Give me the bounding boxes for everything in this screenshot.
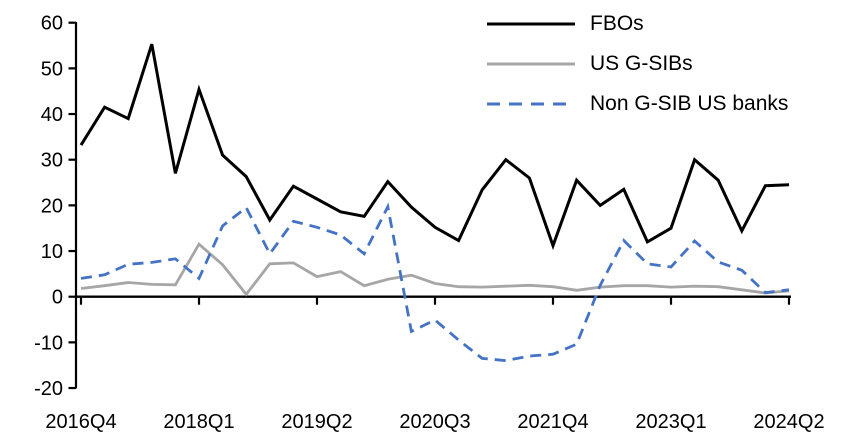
legend-line-sample-fbos	[487, 22, 575, 26]
y-tick-label: 30	[41, 150, 63, 172]
y-tick-label: 10	[41, 241, 63, 263]
legend-line-sample-non-gsib	[487, 102, 575, 106]
legend-label-us-gsibs: US G-SIBs	[590, 52, 693, 75]
y-tick-label: 60	[41, 13, 63, 35]
x-tick-label: 2024Q2	[753, 411, 824, 433]
series-line-1	[80, 242, 790, 297]
series-line-2	[80, 202, 790, 363]
series-line-0	[79, 43, 790, 251]
y-axis: 60 50 40 30 20 10 0 -10 -20	[34, 13, 78, 400]
legend-item-fbos: FBOs	[486, 4, 788, 44]
y-tick-label: 40	[41, 104, 63, 126]
y-tick-label: 20	[41, 195, 63, 217]
x-tick-label: 2018Q1	[163, 411, 234, 433]
legend-item-non-gsib: Non G-SIB US banks	[486, 84, 788, 124]
legend-label-non-gsib: Non G-SIB US banks	[590, 92, 789, 115]
x-tick-label: 2016Q4	[45, 411, 116, 433]
y-tick-label: -10	[34, 332, 63, 354]
y-tick-label: -20	[34, 378, 63, 400]
legend: FBOs US G-SIBs Non G-SIB US banks	[486, 4, 788, 124]
x-tick-label: 2023Q1	[635, 411, 706, 433]
series-lines	[79, 43, 790, 363]
x-tick-label: 2020Q3	[399, 411, 470, 433]
x-axis: 2016Q4 2018Q1 2019Q2 2020Q3 2021Q4 2023Q1 2024…	[45, 295, 825, 433]
legend-item-us-gsibs: US G-SIBs	[486, 44, 788, 84]
x-tick-label: 2021Q4	[517, 411, 588, 433]
legend-label-fbos: FBOs	[590, 12, 644, 35]
x-tick-label: 2019Q2	[281, 411, 352, 433]
y-tick-label: 0	[52, 287, 63, 309]
y-tick-label: 50	[41, 58, 63, 80]
legend-line-sample-us-gsibs	[487, 62, 575, 66]
